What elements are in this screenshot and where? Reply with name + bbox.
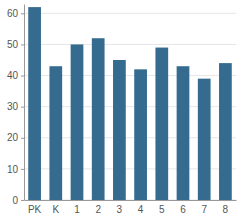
y-tick-label: 50	[7, 39, 19, 50]
y-tick-label: 10	[7, 164, 19, 175]
y-tick-label: 30	[7, 101, 19, 112]
grid-line	[24, 44, 236, 45]
x-tick-label: 4	[138, 204, 144, 215]
x-tick: 5	[159, 200, 165, 215]
x-tick-label: 1	[74, 204, 80, 215]
y-tick-label: 20	[7, 132, 19, 143]
x-tick: 6	[180, 200, 186, 215]
y-tick: 20	[7, 132, 24, 143]
y-tick: 60	[7, 8, 24, 19]
x-tick-label: 5	[159, 204, 165, 215]
y-tick-label: 60	[7, 8, 19, 19]
bar	[134, 69, 147, 200]
bar	[28, 7, 41, 200]
y-tick-label: 0	[12, 195, 18, 206]
x-axis-line	[25, 200, 237, 201]
bar	[219, 63, 232, 200]
x-tick-label: 3	[117, 204, 123, 215]
bar	[198, 79, 211, 200]
bar	[155, 48, 168, 200]
y-tick-mark	[21, 13, 24, 14]
bar	[49, 66, 62, 200]
y-tick: 30	[7, 101, 24, 112]
y-tick-mark	[21, 76, 24, 77]
chart: 0 10 20 30 40 50 60 PK K 1 2 3 4 5 6 7 8	[0, 0, 240, 220]
y-tick-label: 40	[7, 70, 19, 81]
grid-line	[24, 13, 236, 14]
y-tick: 0	[12, 195, 24, 206]
y-axis-line	[24, 5, 25, 201]
x-tick: 8	[223, 200, 229, 215]
x-tick: 3	[117, 200, 123, 215]
x-tick-label: PK	[28, 204, 42, 215]
y-tick-mark	[21, 169, 24, 170]
bar	[113, 60, 126, 200]
bar	[71, 44, 84, 200]
grid	[24, 13, 236, 200]
x-tick: 4	[138, 200, 144, 215]
y-tick-mark	[21, 107, 24, 108]
x-tick-label: K	[52, 204, 59, 215]
x-tick: 1	[74, 200, 80, 215]
x-tick: 7	[201, 200, 207, 215]
x-axis: PK K 1 2 3 4 5 6 7 8	[25, 200, 237, 215]
y-tick: 50	[7, 39, 24, 50]
bars	[28, 7, 232, 200]
x-tick-label: 7	[201, 204, 207, 215]
y-tick: 10	[7, 164, 24, 175]
bar	[92, 38, 105, 200]
bar	[177, 66, 190, 200]
y-tick-mark	[21, 200, 24, 201]
x-tick-label: 2	[95, 204, 101, 215]
y-tick: 40	[7, 70, 24, 81]
plot: 0 10 20 30 40 50 60 PK K 1 2 3 4 5 6 7 8	[7, 5, 237, 216]
x-tick: K	[52, 200, 59, 215]
x-tick: PK	[28, 200, 42, 215]
y-tick-mark	[21, 138, 24, 139]
y-axis: 0 10 20 30 40 50 60	[7, 5, 25, 206]
x-tick-label: 8	[223, 204, 229, 215]
y-tick-mark	[21, 44, 24, 45]
x-tick-label: 6	[180, 204, 186, 215]
x-tick: 2	[95, 200, 101, 215]
